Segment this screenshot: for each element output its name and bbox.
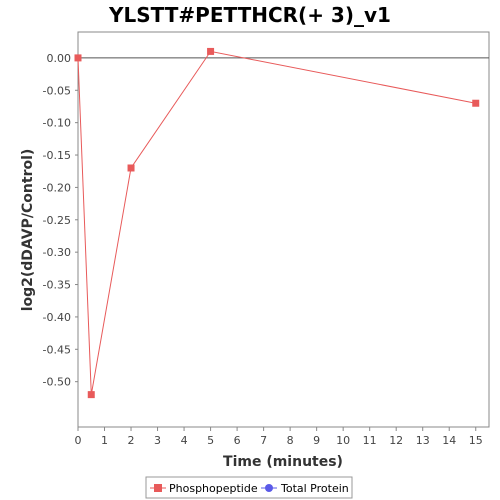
chart-title: YLSTT#PETTHCR(+ 3)_v1 — [108, 3, 391, 27]
y-tick-label: -0.50 — [43, 376, 71, 389]
x-tick-label: 10 — [336, 434, 350, 447]
y-tick-label: -0.20 — [43, 181, 71, 194]
x-tick-label: 15 — [469, 434, 483, 447]
plot-area — [77, 31, 490, 428]
legend: Phosphopeptide Total Protein — [145, 476, 353, 499]
x-tick-label: 11 — [363, 434, 377, 447]
y-tick-label: -0.35 — [43, 279, 71, 292]
x-axis-label: Time (minutes) — [223, 454, 343, 470]
legend-phosphopeptide-label: Phosphopeptide — [169, 482, 258, 495]
y-tick-label: 0.00 — [47, 52, 72, 65]
x-tick-label: 9 — [313, 434, 320, 447]
y-tick-label: -0.10 — [43, 117, 71, 130]
series-layer — [74, 47, 480, 399]
y-tick-label: -0.25 — [43, 214, 71, 227]
x-tick-label: 2 — [128, 434, 135, 447]
legend-phosphopeptide-marker — [154, 484, 162, 492]
x-tick-label: 13 — [416, 434, 430, 447]
y-tick-label: -0.15 — [43, 149, 71, 162]
phosphopeptide-point — [74, 54, 82, 62]
y-axis-label: log2(dDAVP/Control) — [20, 149, 36, 312]
y-tick-label: -0.45 — [43, 343, 71, 356]
x-tick-label: 5 — [207, 434, 214, 447]
y-tick-label: -0.05 — [43, 84, 71, 97]
phosphopeptide-point — [207, 47, 215, 55]
x-axis: 0 1 2 3 4 5 6 7 8 9 10 11 12 13 14 15 — [75, 427, 483, 447]
y-axis: 0.00 -0.05 -0.10 -0.15 -0.20 -0.25 -0.30 -0.35 -… — [43, 52, 78, 389]
phosphopeptide-point — [87, 391, 95, 399]
legend-total-protein-label: Total Protein — [280, 482, 349, 495]
x-tick-label: 1 — [101, 434, 108, 447]
x-tick-label: 12 — [389, 434, 403, 447]
x-tick-label: 3 — [154, 434, 161, 447]
y-tick-label: -0.40 — [43, 311, 71, 324]
x-tick-label: 6 — [234, 434, 241, 447]
phosphopeptide-point — [472, 99, 480, 107]
x-tick-label: 0 — [75, 434, 82, 447]
x-tick-label: 8 — [287, 434, 294, 447]
legend-box — [145, 476, 353, 499]
x-tick-label: 7 — [260, 434, 267, 447]
x-tick-label: 14 — [442, 434, 456, 447]
x-tick-label: 4 — [181, 434, 188, 447]
y-tick-label: -0.30 — [43, 246, 71, 259]
legend-total-protein-marker — [265, 484, 273, 492]
phosphopeptide-point — [127, 164, 135, 172]
